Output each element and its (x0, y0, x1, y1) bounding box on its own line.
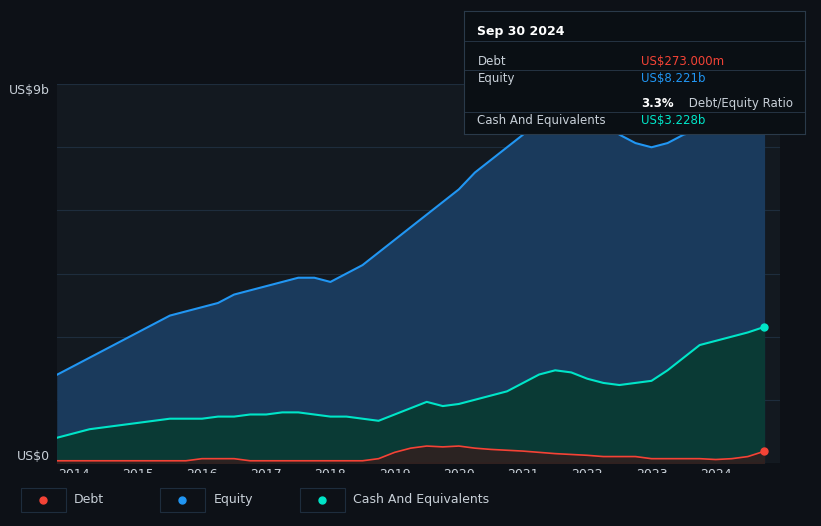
Text: Sep 30 2024: Sep 30 2024 (478, 25, 565, 38)
Text: Debt: Debt (478, 55, 506, 68)
Text: US$8.221b: US$8.221b (641, 72, 705, 85)
Text: Debt: Debt (74, 493, 104, 506)
Text: 3.3%: 3.3% (641, 97, 674, 110)
Text: US$0: US$0 (17, 450, 50, 463)
Text: Equity: Equity (213, 493, 253, 506)
Text: Debt/Equity Ratio: Debt/Equity Ratio (686, 97, 793, 110)
FancyBboxPatch shape (21, 488, 66, 511)
FancyBboxPatch shape (300, 488, 345, 511)
Text: US$273.000m: US$273.000m (641, 55, 724, 68)
Text: Cash And Equivalents: Cash And Equivalents (478, 114, 606, 127)
Text: US$9b: US$9b (9, 84, 50, 97)
Text: US$3.228b: US$3.228b (641, 114, 705, 127)
FancyBboxPatch shape (160, 488, 205, 511)
Text: Cash And Equivalents: Cash And Equivalents (353, 493, 489, 506)
Text: Equity: Equity (478, 72, 515, 85)
